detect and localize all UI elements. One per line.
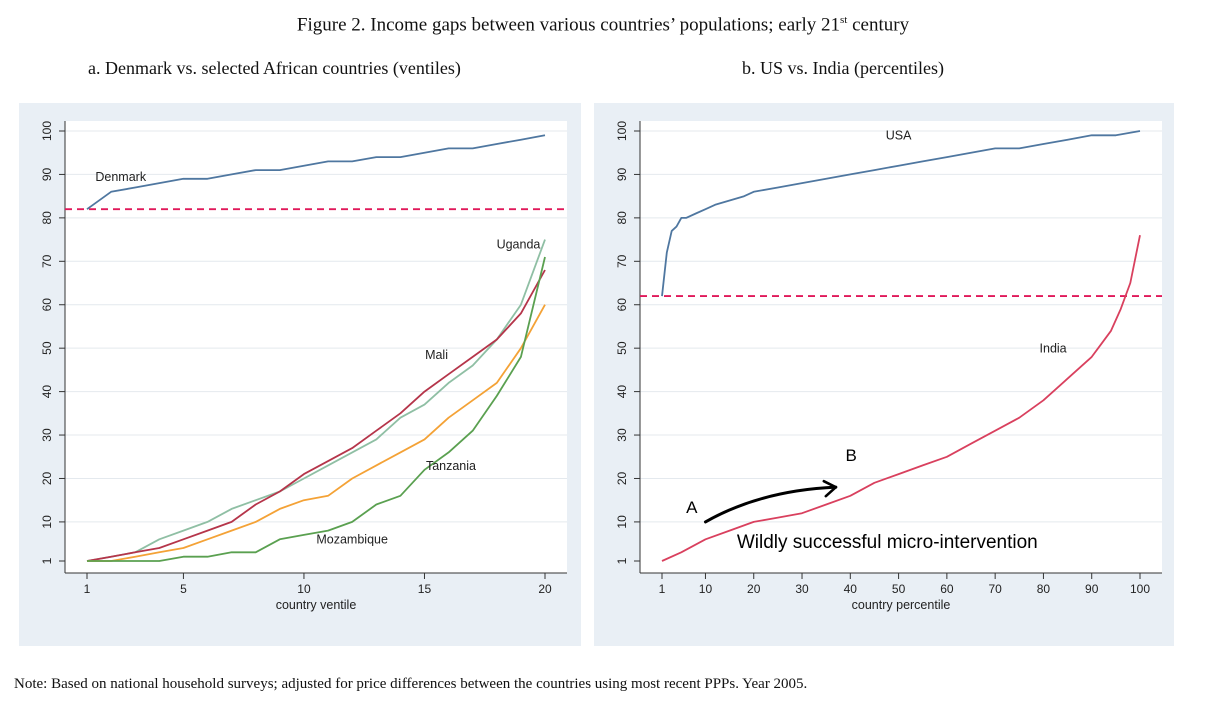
figure-note: Note: Based on national household survey…	[14, 676, 808, 692]
series-label-usa: USA	[886, 129, 912, 143]
plot-area	[65, 121, 567, 573]
x-tick-label: 40	[844, 582, 858, 596]
y-tick-label: 70	[40, 254, 54, 268]
series-label-tanzania: Tanzania	[426, 459, 476, 473]
annotation-b: B	[845, 446, 856, 465]
x-tick-label: 1	[84, 582, 91, 596]
x-tick-label: 60	[940, 582, 954, 596]
x-tick-label: 5	[180, 582, 187, 596]
y-tick-label: 10	[40, 515, 54, 529]
y-tick-label: 80	[615, 211, 629, 225]
y-tick-label: 30	[615, 428, 629, 442]
x-tick-label: 15	[418, 582, 432, 596]
x-tick-label: 1	[659, 582, 666, 596]
y-tick-label: 1	[40, 557, 54, 564]
series-line-denmark	[86, 134, 546, 210]
y-tick-label: 50	[40, 341, 54, 355]
y-tick-label: 20	[615, 471, 629, 485]
plot-area	[640, 121, 1162, 573]
series-label-mozambique: Mozambique	[316, 533, 388, 547]
arrow-head	[822, 479, 838, 498]
x-tick-label: 10	[699, 582, 713, 596]
x-tick-label: 90	[1085, 582, 1099, 596]
y-tick-label: 70	[615, 254, 629, 268]
y-tick-label: 100	[40, 121, 54, 141]
y-tick-label: 30	[40, 428, 54, 442]
series-line-mali	[86, 269, 546, 562]
y-tick-label: 50	[615, 341, 629, 355]
series-label-india: India	[1040, 342, 1067, 356]
series-line-mozambique	[87, 256, 546, 562]
y-tick-label: 40	[615, 385, 629, 399]
arrow-stroke	[703, 485, 838, 524]
series-label-mali: Mali	[425, 348, 448, 362]
series-line-uganda	[86, 239, 546, 562]
x-tick-label: 20	[538, 582, 552, 596]
x-tick-label: 100	[1130, 582, 1150, 596]
y-tick-label: 90	[40, 167, 54, 181]
y-tick-label: 10	[615, 515, 629, 529]
figure-title: Figure 2. Income gaps between various co…	[296, 14, 910, 36]
y-tick-label: 80	[40, 211, 54, 225]
panel-a-title: a. Denmark vs. selected African countrie…	[88, 58, 461, 78]
y-tick-label: 60	[40, 298, 54, 312]
y-tick-label: 20	[40, 471, 54, 485]
x-axis-title: country percentile	[852, 598, 951, 612]
y-tick-label: 1	[615, 557, 629, 564]
x-tick-label: 50	[892, 582, 906, 596]
x-tick-label: 20	[747, 582, 761, 596]
y-tick-label: 60	[615, 298, 629, 312]
series-label-denmark: Denmark	[95, 170, 146, 184]
y-tick-label: 40	[40, 385, 54, 399]
x-tick-label: 30	[795, 582, 809, 596]
series-line-usa	[661, 130, 1141, 297]
series-line-tanzania	[87, 304, 546, 562]
x-tick-label: 80	[1037, 582, 1051, 596]
x-tick-label: 10	[297, 582, 311, 596]
series-label-uganda: Uganda	[497, 237, 541, 251]
annotation-caption: Wildly successful micro-intervention	[737, 532, 1038, 553]
annotation-a: A	[686, 498, 698, 517]
y-tick-label: 90	[615, 167, 629, 181]
x-axis-title: country ventile	[276, 598, 357, 612]
x-tick-label: 70	[988, 582, 1002, 596]
series-line-india	[661, 235, 1141, 562]
y-tick-label: 100	[615, 121, 629, 141]
panel-b-title: b. US vs. India (percentiles)	[742, 58, 944, 78]
